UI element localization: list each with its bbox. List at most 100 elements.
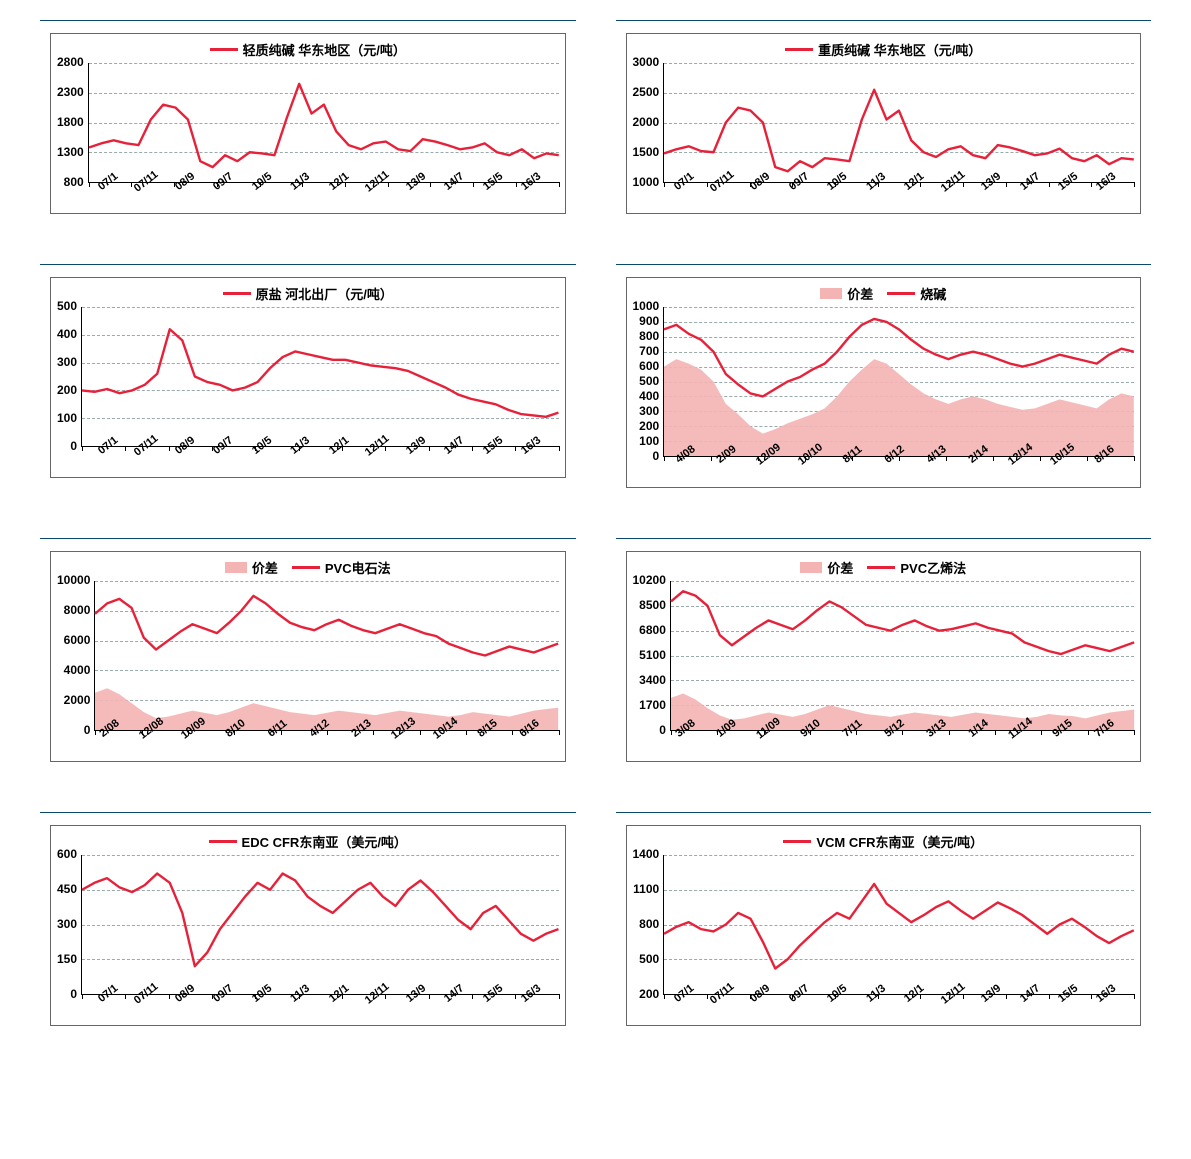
y-axis: 1000080006000400020000	[57, 581, 94, 731]
line-swatch-icon	[783, 840, 811, 843]
x-tick	[664, 994, 665, 999]
plot-area	[663, 855, 1134, 995]
x-axis: 3/081/0911/099/107/115/123/131/1411/149/…	[673, 731, 1135, 759]
y-axis: 30002500200015001000	[633, 63, 664, 183]
plot: 30002500200015001000	[633, 63, 1135, 183]
y-axis: 10200850068005100340017000	[633, 581, 670, 731]
chart-box: EDC CFR东南亚（美元/吨） 6004503001500 07/107/1108…	[50, 825, 566, 1026]
chart-c5: 价差 PVC电石法 10000800060004000200002/0812/081…	[40, 538, 576, 762]
line-swatch-icon	[223, 292, 251, 295]
x-tick	[89, 182, 90, 187]
chart-row: EDC CFR东南亚（美元/吨） 6004503001500 07/107/1108…	[40, 812, 1151, 1026]
legend-item: 烧碱	[887, 284, 946, 303]
area-swatch-icon	[225, 562, 247, 573]
chart-row: 原盐 河北出厂（元/吨） 5004003002001000 07/107/1108/…	[40, 264, 1151, 488]
x-axis: 2/0812/0810/098/106/114/122/1312/1310/14…	[97, 731, 559, 759]
legend-item: PVC电石法	[292, 558, 391, 577]
line-series	[664, 884, 1134, 969]
line-series	[82, 874, 558, 967]
x-tick	[1134, 994, 1135, 999]
chart-c7: EDC CFR东南亚（美元/吨） 6004503001500 07/107/1108…	[40, 812, 576, 1026]
legend-label: 价差	[827, 558, 853, 577]
line-series	[95, 596, 558, 656]
chart-c3: 原盐 河北出厂（元/吨） 5004003002001000 07/107/1108/…	[40, 264, 576, 488]
plot-area	[94, 581, 558, 731]
y-axis: 5004003002001000	[57, 307, 81, 447]
x-axis: 07/107/1108/909/710/511/312/112/1113/914…	[97, 995, 559, 1023]
legend-item: VCM CFR东南亚（美元/吨）	[783, 832, 983, 851]
legend-label: PVC乙烯法	[900, 558, 966, 577]
x-axis: 07/107/1108/909/710/511/312/112/1113/914…	[673, 183, 1135, 211]
x-tick	[664, 182, 665, 187]
y-axis: 2800230018001300800	[57, 63, 88, 183]
legend: 原盐 河北出厂（元/吨）	[57, 284, 559, 303]
line-series	[89, 84, 559, 167]
x-tick	[559, 730, 560, 735]
legend-label: 价差	[847, 284, 873, 303]
legend-item: 价差	[800, 558, 853, 577]
series-svg	[95, 581, 558, 730]
series-svg	[664, 63, 1134, 182]
legend: EDC CFR东南亚（美元/吨）	[57, 832, 559, 851]
chart-box: 价差 PVC乙烯法 102008500680051003400170003/081/…	[626, 551, 1142, 762]
y-axis: 6004503001500	[57, 855, 81, 995]
plot: 1000080006000400020000	[57, 581, 559, 731]
series-svg	[671, 581, 1134, 730]
x-tick	[1134, 182, 1135, 187]
x-tick	[82, 994, 83, 999]
x-tick	[82, 446, 83, 451]
plot-area	[670, 581, 1134, 731]
area-swatch-icon	[820, 288, 842, 299]
plot-area	[81, 307, 558, 447]
y-axis: 10009008007006005004003002001000	[633, 307, 664, 457]
area-swatch-icon	[800, 562, 822, 573]
x-tick	[1134, 456, 1135, 461]
chart-box: 重质纯碱 华东地区（元/吨） 30002500200015001000 07/107…	[626, 33, 1142, 214]
chart-box: 价差 烧碱 10009008007006005004003002001000 4/08…	[626, 277, 1142, 488]
line-swatch-icon	[209, 840, 237, 843]
legend: VCM CFR东南亚（美元/吨）	[633, 832, 1135, 851]
line-series	[671, 591, 1134, 654]
series-svg	[89, 63, 559, 182]
line-swatch-icon	[867, 566, 895, 569]
series-svg	[664, 855, 1134, 994]
series-svg	[82, 307, 558, 446]
chart-box: 价差 PVC电石法 10000800060004000200002/0812/081…	[50, 551, 566, 762]
legend: 价差 PVC电石法	[57, 558, 559, 577]
chart-c8: VCM CFR东南亚（美元/吨） 14001100800500200 07/107/…	[616, 812, 1152, 1026]
plot: 6004503001500	[57, 855, 559, 995]
y-axis: 14001100800500200	[633, 855, 664, 995]
legend-label: EDC CFR东南亚（美元/吨）	[242, 832, 407, 851]
x-axis: 4/082/0912/0910/108/116/124/132/1412/141…	[673, 457, 1135, 485]
line-swatch-icon	[887, 292, 915, 295]
x-tick	[559, 446, 560, 451]
legend-label: 重质纯碱 华东地区（元/吨）	[818, 40, 981, 59]
x-tick	[559, 182, 560, 187]
legend: 价差 PVC乙烯法	[633, 558, 1135, 577]
x-tick	[559, 994, 560, 999]
series-svg	[664, 307, 1134, 456]
legend-label: 价差	[252, 558, 278, 577]
chart-box: VCM CFR东南亚（美元/吨） 14001100800500200 07/107/…	[626, 825, 1142, 1026]
chart-c6: 价差 PVC乙烯法 102008500680051003400170003/081/…	[616, 538, 1152, 762]
legend-item: EDC CFR东南亚（美元/吨）	[209, 832, 407, 851]
plot: 14001100800500200	[633, 855, 1135, 995]
legend-item: PVC乙烯法	[867, 558, 966, 577]
plot: 10009008007006005004003002001000	[633, 307, 1135, 457]
legend-item: 原盐 河北出厂（元/吨）	[223, 284, 393, 303]
legend-item: 价差	[225, 558, 278, 577]
x-axis: 07/107/1108/909/710/511/312/112/1113/914…	[97, 183, 559, 211]
legend-label: PVC电石法	[325, 558, 391, 577]
line-swatch-icon	[210, 48, 238, 51]
plot-area	[81, 855, 558, 995]
legend-label: 烧碱	[920, 284, 946, 303]
legend-item: 轻质纯碱 华东地区（元/吨）	[210, 40, 406, 59]
x-tick	[664, 456, 665, 461]
line-series	[664, 90, 1134, 172]
chart-c1: 轻质纯碱 华东地区（元/吨） 2800230018001300800 07/107/…	[40, 20, 576, 214]
legend: 轻质纯碱 华东地区（元/吨）	[57, 40, 559, 59]
charts-grid: 轻质纯碱 华东地区（元/吨） 2800230018001300800 07/107/…	[40, 20, 1151, 1026]
legend: 价差 烧碱	[633, 284, 1135, 303]
x-axis: 07/107/1108/909/710/511/312/112/1113/914…	[97, 447, 559, 475]
x-axis: 07/107/1108/909/710/511/312/112/1113/914…	[673, 995, 1135, 1023]
